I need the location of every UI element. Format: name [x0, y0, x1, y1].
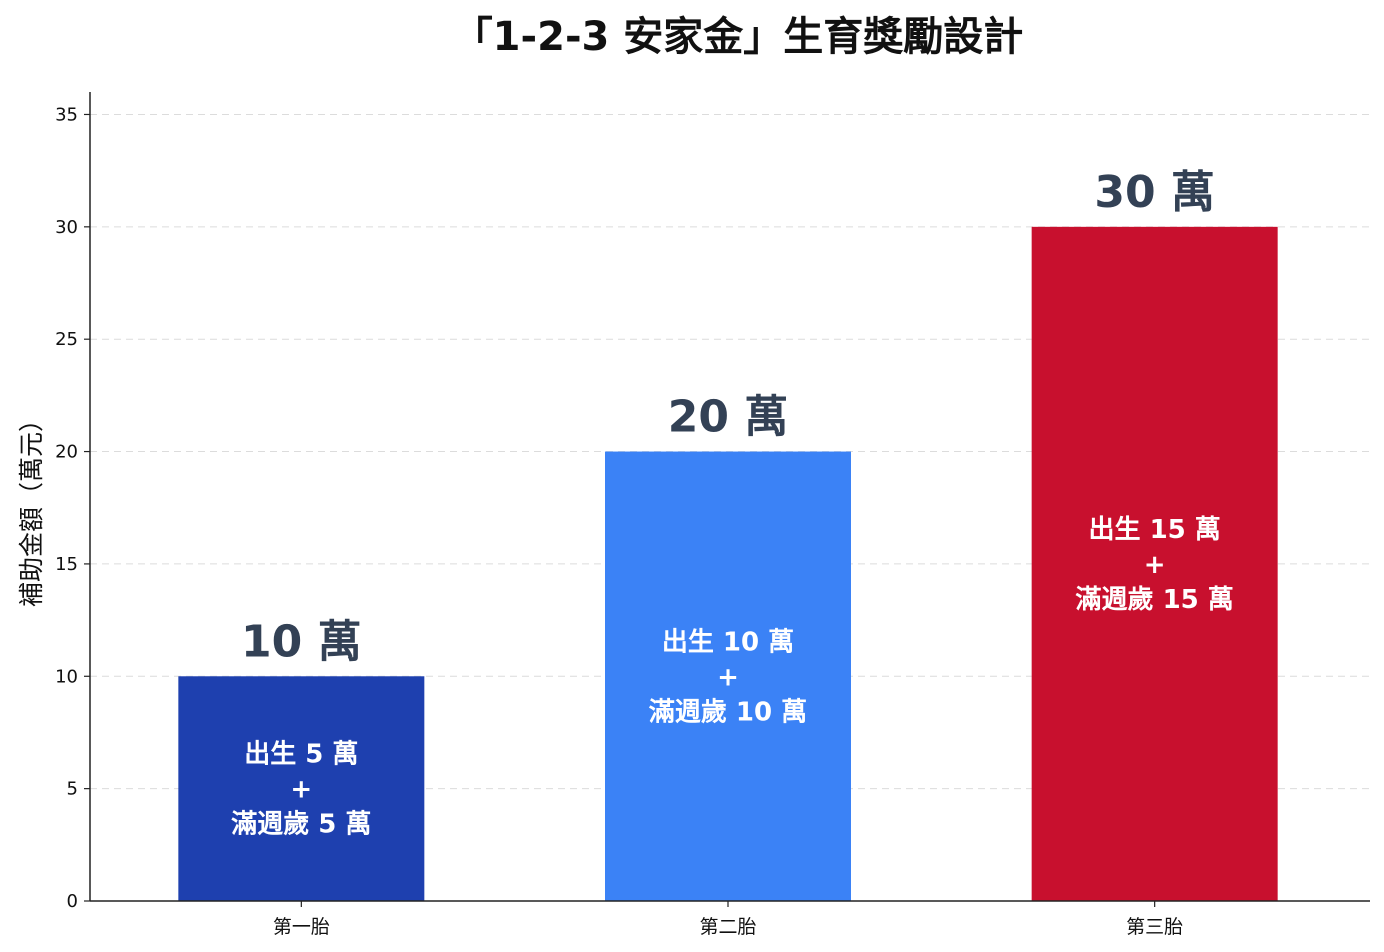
bar-breakdown-label: +: [717, 662, 739, 692]
y-tick-label: 0: [67, 891, 78, 912]
y-tick-label: 5: [67, 779, 78, 800]
bar-breakdown-label: 出生 15 萬: [1089, 515, 1221, 545]
bar-total-label: 20 萬: [668, 392, 789, 443]
y-tick-label: 10: [55, 666, 78, 687]
bar-breakdown-label: +: [1144, 550, 1166, 580]
bars: [178, 226, 1278, 902]
bar-breakdown-label: 滿週歲 10 萬: [649, 697, 807, 727]
bar: [605, 451, 851, 901]
y-tick-label: 20: [55, 442, 78, 463]
bar: [1031, 226, 1278, 902]
ticks: 0 5 10 15 20 25 30 35 第一胎 第二胎 第三胎: [55, 104, 1183, 938]
bar-breakdown-label: 滿週歲 5 萬: [231, 810, 371, 840]
bar: [178, 676, 425, 901]
y-tick-label: 25: [55, 329, 78, 350]
y-tick-label: 30: [55, 217, 78, 238]
bar-breakdown-label: 出生 5 萬: [244, 740, 358, 770]
x-tick-label: 第二胎: [699, 916, 756, 938]
bar-breakdown-label: +: [290, 775, 312, 805]
bar-breakdown-label: 出生 10 萬: [662, 627, 794, 657]
x-tick-label: 第三胎: [1126, 916, 1183, 938]
bar-breakdown-label: 滿週歲 15 萬: [1076, 585, 1234, 615]
y-tick-label: 15: [55, 554, 78, 575]
chart-title: 「1-2-3 安家金」生育獎勵設計: [453, 14, 1024, 60]
x-tick-label: 第一胎: [273, 916, 330, 938]
bar-total-label: 10 萬: [241, 616, 362, 667]
y-tick-label: 35: [55, 104, 78, 125]
bar-labels: 10 萬出生 5 萬 + 滿週歲 5 萬 20 萬出生 10 萬 + 滿週歲 10 萬 30…: [231, 167, 1234, 840]
bar-total-label: 30 萬: [1094, 167, 1215, 218]
y-axis-label: 補助金額（萬元）: [17, 407, 46, 607]
